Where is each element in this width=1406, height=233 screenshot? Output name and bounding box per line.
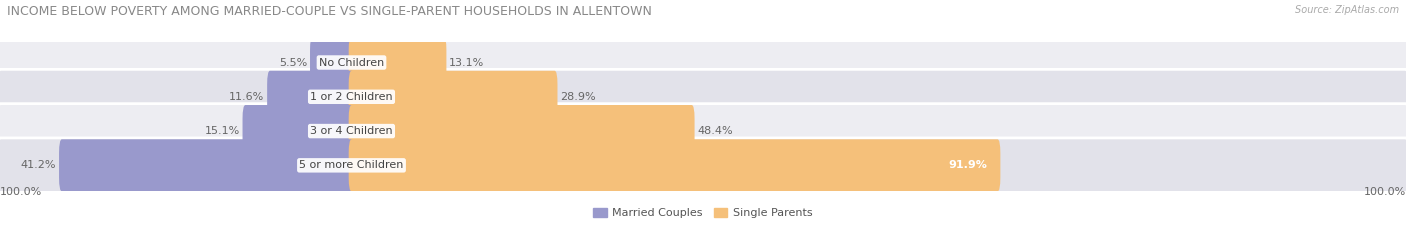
Text: 100.0%: 100.0% — [0, 187, 42, 197]
Text: 1 or 2 Children: 1 or 2 Children — [311, 92, 392, 102]
FancyBboxPatch shape — [0, 138, 1406, 193]
Text: 3 or 4 Children: 3 or 4 Children — [311, 126, 392, 136]
Text: 48.4%: 48.4% — [697, 126, 733, 136]
FancyBboxPatch shape — [267, 71, 354, 123]
Text: 5 or more Children: 5 or more Children — [299, 160, 404, 170]
Text: 13.1%: 13.1% — [450, 58, 485, 68]
FancyBboxPatch shape — [0, 69, 1406, 124]
FancyBboxPatch shape — [243, 105, 354, 157]
Text: No Children: No Children — [319, 58, 384, 68]
Text: 100.0%: 100.0% — [1364, 187, 1406, 197]
Legend: Married Couples, Single Parents: Married Couples, Single Parents — [593, 208, 813, 218]
Text: 91.9%: 91.9% — [948, 160, 987, 170]
Text: 15.1%: 15.1% — [204, 126, 239, 136]
FancyBboxPatch shape — [311, 36, 354, 89]
Text: 28.9%: 28.9% — [561, 92, 596, 102]
FancyBboxPatch shape — [349, 139, 1001, 191]
Text: 11.6%: 11.6% — [229, 92, 264, 102]
FancyBboxPatch shape — [59, 139, 354, 191]
Text: 5.5%: 5.5% — [278, 58, 308, 68]
FancyBboxPatch shape — [349, 105, 695, 157]
FancyBboxPatch shape — [349, 71, 558, 123]
FancyBboxPatch shape — [0, 35, 1406, 90]
FancyBboxPatch shape — [0, 104, 1406, 158]
FancyBboxPatch shape — [349, 36, 447, 89]
Text: Source: ZipAtlas.com: Source: ZipAtlas.com — [1295, 5, 1399, 15]
Text: 41.2%: 41.2% — [21, 160, 56, 170]
Text: INCOME BELOW POVERTY AMONG MARRIED-COUPLE VS SINGLE-PARENT HOUSEHOLDS IN ALLENTO: INCOME BELOW POVERTY AMONG MARRIED-COUPL… — [7, 5, 652, 18]
